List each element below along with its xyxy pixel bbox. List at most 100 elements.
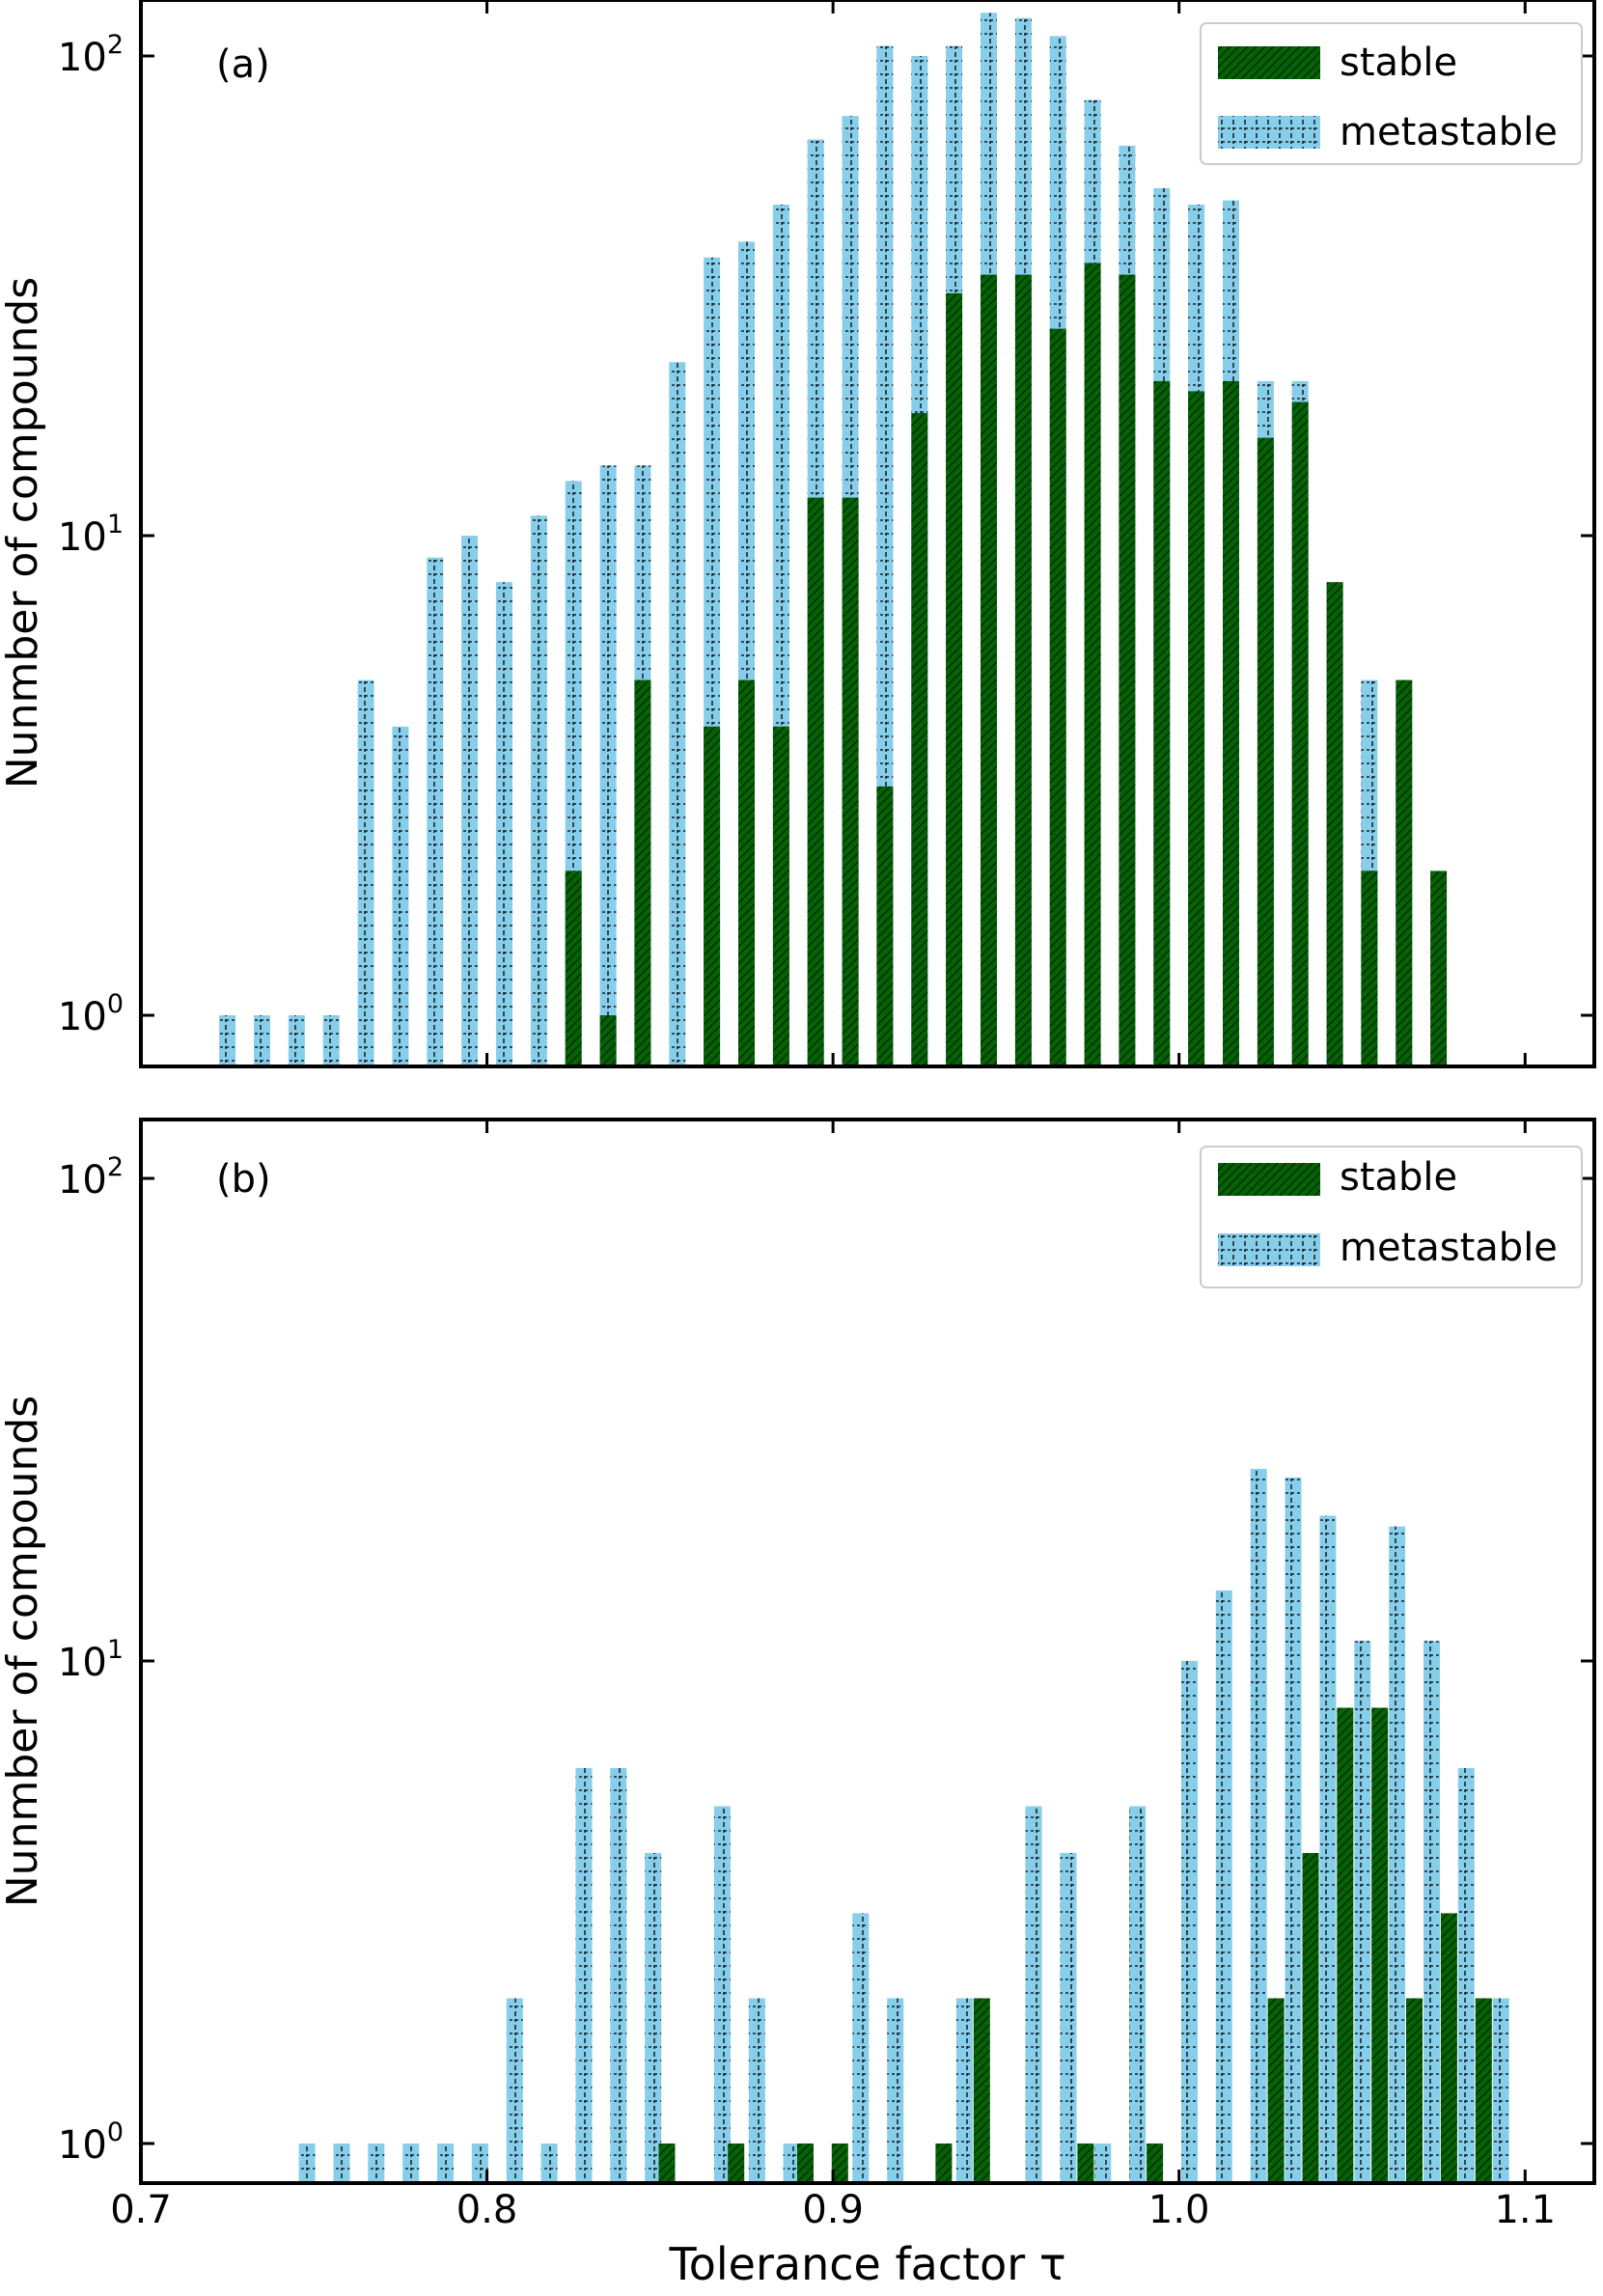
- stable-bar: [807, 497, 824, 1066]
- x-tick-label: 0.8: [456, 2188, 518, 2232]
- legend-swatch-metastable: [1218, 116, 1320, 149]
- stable-bar: [634, 679, 651, 1066]
- stable-bar: [1223, 380, 1239, 1066]
- stable-bar: [1475, 1998, 1492, 2183]
- x-tick-labels: 0.7 0.8 0.9 1.0 1.1: [110, 2188, 1556, 2232]
- y-axis-label-b: Nunmber of compounds: [0, 1396, 47, 1907]
- stable-bar: [1326, 582, 1343, 1066]
- stable-bar: [842, 497, 859, 1066]
- metastable-bar: [333, 2144, 350, 2183]
- panel-a: 100 101 102 (a) stable metastable: [58, 0, 1596, 1068]
- metastable-bar: [540, 2144, 558, 2183]
- stable-bar: [1147, 2144, 1164, 2183]
- y-tick-label: 100: [58, 989, 124, 1039]
- metastable-bar: [852, 1913, 870, 2183]
- x-tick-label: 1.1: [1494, 2188, 1556, 2232]
- stable-bar: [973, 1998, 990, 2183]
- legend-label-stable: stable: [1340, 1155, 1457, 1200]
- y-tick-label: 102: [58, 1152, 124, 1203]
- metastable-bar: [322, 1015, 340, 1066]
- stable-bar: [658, 2144, 676, 2183]
- stable-bar: [1153, 380, 1171, 1066]
- panel-a-frame: [139, 0, 1596, 1068]
- metastable-bar: [496, 582, 512, 1066]
- stable-bar: [1406, 1998, 1423, 2183]
- stable-bar: [1396, 679, 1413, 1066]
- metastable-bar: [402, 2144, 420, 2183]
- metastable-bar: [575, 1767, 593, 2183]
- metastable-bar: [1060, 1853, 1077, 2183]
- panel-a-label: (a): [216, 42, 270, 87]
- stable-bar: [772, 726, 789, 1066]
- panel-b-stable-bars: [658, 1707, 1492, 2183]
- metastable-bar: [1215, 1590, 1232, 2183]
- metastable-bar: [298, 2144, 316, 2183]
- metastable-bar: [955, 1998, 973, 2183]
- panel-a-stable-bars: [565, 263, 1448, 1066]
- legend-swatch-stable: [1218, 1163, 1320, 1196]
- stable-bar: [1430, 871, 1448, 1066]
- legend-swatch-metastable: [1218, 1233, 1320, 1266]
- stable-bar: [1337, 1707, 1354, 2183]
- metastable-bar: [530, 515, 547, 1066]
- metastable-bar: [887, 1998, 904, 2183]
- x-tick-label: 0.7: [110, 2188, 172, 2232]
- stable-bar: [1440, 1913, 1457, 2183]
- stable-bar: [1361, 871, 1378, 1066]
- stable-bar: [946, 292, 963, 1066]
- y-tick-label: 101: [58, 510, 124, 560]
- stable-bar: [1371, 1707, 1389, 2183]
- x-tick-label: 1.0: [1148, 2188, 1210, 2232]
- panel-b: 100 101 102 (b) stable metastable: [58, 1118, 1596, 2185]
- metastable-bar: [1285, 1477, 1302, 2183]
- metastable-bar: [1250, 1469, 1267, 2183]
- stable-bar: [935, 2144, 953, 2183]
- panel-b-ticks: 100 101 102: [58, 1120, 1594, 2183]
- stable-bar: [1049, 328, 1066, 1066]
- stable-bar: [738, 679, 755, 1066]
- legend-label-stable: stable: [1340, 41, 1457, 85]
- stable-bar: [1291, 401, 1309, 1066]
- metastable-bar: [1129, 1806, 1147, 2183]
- stable-bar: [981, 274, 997, 1066]
- stable-bar: [1084, 263, 1101, 1066]
- stable-bar: [876, 786, 894, 1066]
- metastable-bar: [288, 1015, 305, 1066]
- metastable-bar: [254, 1015, 270, 1066]
- panel-b-bars: [298, 1469, 1509, 2183]
- stable-bar: [1302, 1853, 1319, 2183]
- panel-b-frame: [139, 1118, 1596, 2185]
- stable-bar: [1014, 274, 1032, 1066]
- legend-swatch-stable: [1218, 46, 1320, 79]
- metastable-bar: [1423, 1641, 1440, 2183]
- metastable-bar: [1319, 1515, 1337, 2183]
- metastable-bar: [748, 1998, 765, 2183]
- metastable-bar: [1354, 1641, 1371, 2183]
- metastable-bar: [1389, 1526, 1406, 2183]
- x-axis-label: Tolerance factor τ: [668, 2238, 1065, 2290]
- y-tick-label: 102: [58, 30, 124, 80]
- stable-bar: [599, 1015, 617, 1066]
- y-tick-label: 100: [58, 2117, 124, 2168]
- stable-bar: [797, 2144, 814, 2183]
- metastable-bar: [1181, 1661, 1198, 2183]
- stable-bar: [911, 413, 928, 1066]
- stable-bar: [1119, 274, 1136, 1066]
- metastable-bar: [783, 2144, 800, 2183]
- panel-b-legend: stable metastable: [1200, 1146, 1583, 1288]
- stable-bar: [1267, 1998, 1285, 2183]
- metastable-bar: [357, 679, 374, 1066]
- metastable-bar: [368, 2144, 385, 2183]
- metastable-bar: [506, 1998, 523, 2183]
- stable-bar: [831, 2144, 848, 2183]
- panel-a-bars: [219, 13, 1448, 1066]
- metastable-bar: [437, 2144, 454, 2183]
- panel-a-legend: stable metastable: [1200, 22, 1583, 165]
- x-tick-label: 0.9: [802, 2188, 864, 2232]
- stable-bar: [1077, 2144, 1094, 2183]
- metastable-bar: [392, 726, 409, 1066]
- metastable-bar: [1492, 1998, 1509, 2183]
- stable-bar: [565, 871, 582, 1066]
- metastable-bar: [599, 465, 617, 1066]
